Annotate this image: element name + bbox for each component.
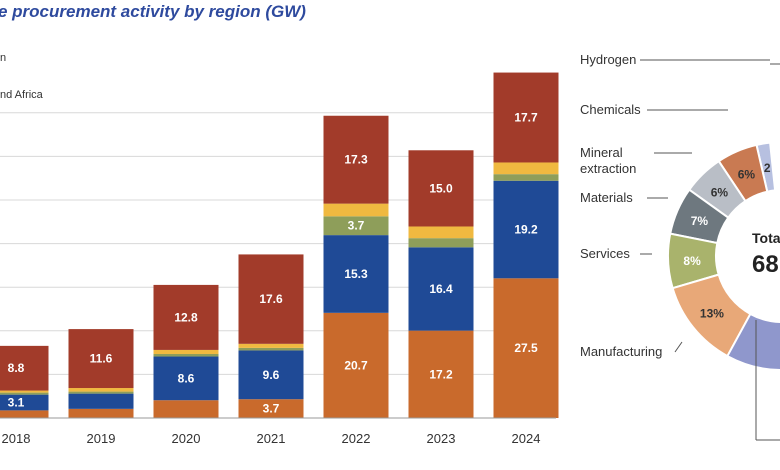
slice-callout-label: Services	[580, 246, 630, 261]
donut-chart: 2 6% 6% 7% 8% 13% Tota 68 Hydrogen Chemicals Miner…	[580, 52, 780, 441]
data-label: 15.0	[429, 181, 453, 195]
data-label: 17.2	[429, 367, 453, 381]
bar-segment	[408, 247, 474, 331]
x-tick-label: 2019	[87, 431, 116, 446]
data-label: 9.6	[263, 368, 280, 382]
bar-segment	[0, 394, 49, 411]
bar-segment	[323, 203, 389, 217]
slice-callout-label: Materials	[580, 190, 633, 205]
bar-segment	[238, 347, 304, 351]
bar-segment	[68, 408, 134, 418]
slice-callout-label: Chemicals	[580, 102, 641, 117]
bar-segment	[0, 410, 49, 418]
data-label: 12.8	[174, 310, 198, 324]
bar-segment	[323, 115, 389, 204]
bar-segment	[153, 356, 219, 401]
bar-segment	[68, 388, 134, 392]
bar-segment	[153, 353, 219, 357]
x-tick-label: 2018	[2, 431, 31, 446]
x-tick-label: 2024	[512, 431, 541, 446]
leader-line	[674, 341, 683, 353]
center-value: 68	[752, 251, 779, 278]
bar-segment	[323, 312, 389, 418]
bar-segment	[493, 174, 559, 181]
bar-segment	[493, 278, 559, 418]
data-label: 3.7	[263, 402, 280, 416]
data-label: 20.7	[344, 358, 368, 372]
data-label: 17.6	[259, 292, 283, 306]
bar-segment	[0, 345, 49, 391]
bar-segment	[238, 399, 304, 418]
slice-label: 2	[764, 161, 771, 175]
data-label: 8.8	[8, 361, 25, 375]
data-label: 3.7	[348, 219, 365, 233]
slice-label: 8%	[683, 254, 701, 268]
bar-segment	[153, 349, 219, 354]
bar-segment	[408, 226, 474, 239]
data-label: 17.3	[344, 153, 368, 167]
data-label: 15.3	[344, 267, 368, 281]
bar-segment	[493, 162, 559, 175]
x-tick-label: 2022	[342, 431, 371, 446]
stacked-bar-chart: 3.1 8.8 2018 11.6 2019 8.6 12.8 2020 3.7 9.6 17.6 2…	[0, 72, 559, 446]
bar-segment	[238, 350, 304, 400]
data-label: 16.4	[429, 282, 453, 296]
bar-segment	[408, 150, 474, 227]
legend-label: n	[0, 52, 7, 64]
bar-segment	[153, 284, 219, 350]
slice-callout-label: Manufacturing	[580, 344, 662, 359]
bar-segment	[238, 254, 304, 344]
data-label: 11.6	[90, 352, 113, 366]
bar-segment	[153, 400, 219, 418]
data-label: 8.6	[178, 371, 195, 385]
slice-callout-label: extraction	[580, 161, 636, 176]
x-tick-label: 2020	[172, 431, 201, 446]
bar-segment	[493, 180, 559, 279]
bar-segment	[68, 391, 134, 394]
slice-label: 7%	[691, 214, 709, 228]
center-label: Tota	[752, 230, 780, 246]
bar-segment	[68, 393, 134, 409]
bar-segment	[493, 72, 559, 163]
bar-segment	[408, 238, 474, 248]
chart-title: e procurement activity by region (GW)	[0, 2, 306, 21]
data-label: 19.2	[514, 223, 538, 237]
bar-segment	[323, 235, 389, 313]
slice-label: 6%	[711, 185, 729, 199]
slice-callout-label: Hydrogen	[580, 52, 636, 67]
data-label: 3.1	[8, 396, 25, 410]
slice-label: 6%	[738, 167, 756, 181]
x-tick-label: 2023	[427, 431, 456, 446]
bar-segment	[0, 392, 49, 395]
data-label: 27.5	[514, 341, 538, 355]
data-label: 17.7	[514, 111, 538, 125]
bar-segment	[408, 330, 474, 418]
bar-segment	[323, 216, 389, 236]
bar-segment	[0, 390, 49, 393]
bar-segment	[238, 343, 304, 348]
slice-label: 13%	[700, 306, 724, 320]
slice-callout-label: Mineral	[580, 145, 623, 160]
bar-segment	[68, 329, 134, 389]
x-tick-label: 2021	[257, 431, 286, 446]
donut-hole	[716, 190, 780, 322]
legend-label: nd Africa	[0, 89, 43, 101]
